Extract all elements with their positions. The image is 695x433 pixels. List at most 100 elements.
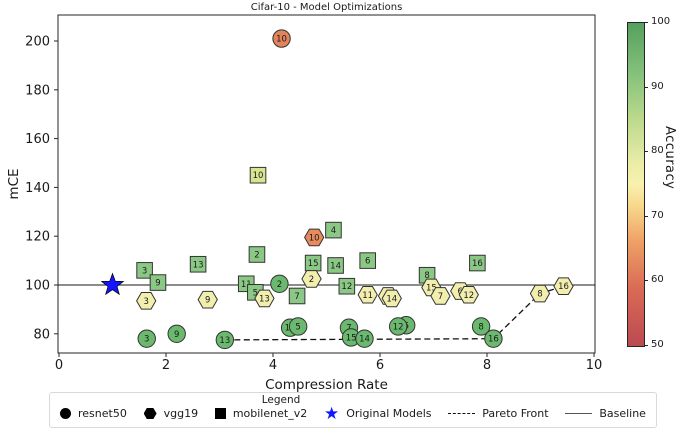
data-point-label: 2 [277,280,282,290]
data-point-hexagon-vgg19 [136,292,157,310]
data-point-label: 13 [219,336,230,346]
data-point-hexagon-vgg19 [301,270,322,288]
data-point-square-mobilenet_v2 [249,166,267,184]
x-tick-label: 4 [269,358,277,373]
legend-title: Legend [261,394,301,406]
legend-item-baseline: Baseline [565,407,646,420]
data-point-label: 7 [438,292,443,302]
hexagon-marker-icon [143,408,157,419]
x-axis-label: Compression Rate [265,377,388,393]
data-point-label: 3 [144,335,149,345]
original-model-star [100,272,125,296]
data-point-square-mobilenet_v2 [325,221,342,239]
y-tick-label: 160 [25,132,50,147]
data-point-label: 10 [276,35,287,45]
data-point-label: 3 [142,266,147,276]
data-point-label: 3 [143,297,148,307]
x-tick-label: 6 [376,358,384,373]
square-marker-icon [214,408,226,419]
data-point-square-mobilenet_v2 [327,257,344,274]
data-point-circle-resnet50 [288,317,308,336]
colorbar-tick-label: 80 [651,145,664,157]
legend-item-vgg19: vgg19 [143,407,199,420]
data-point-square-mobilenet_v2 [359,252,376,269]
x-tick-label: 2 [162,358,170,373]
data-point-label: 10 [253,171,264,181]
data-point-label: 16 [472,259,483,269]
x-tick-label: 0 [55,358,63,373]
legend-item-label: resnet50 [78,407,127,420]
data-point-label: 14 [359,335,370,345]
data-point-label: 11 [362,291,373,301]
data-point-label: 16 [488,335,499,345]
dashed-line-icon [448,413,476,414]
data-point-label: 4 [331,226,336,236]
data-point-label: 9 [205,296,210,306]
data-point-hexagon-vgg19 [357,285,378,304]
data-point-square-mobilenet_v2 [136,262,153,279]
data-point-circle-resnet50 [471,317,491,336]
data-point-square-mobilenet_v2 [189,255,207,273]
y-tick-label: 180 [25,83,50,98]
data-point-label: 9 [155,279,160,289]
colorbar-tick [644,22,648,23]
plot-border [57,14,596,354]
data-point-label: 12 [341,282,352,292]
data-point-label: 12 [463,291,474,301]
colorbar-tick [644,215,648,217]
chart-title: Cifar-10 - Model Optimizations [250,2,403,13]
legend-item-label: Baseline [599,407,646,420]
y-axis-label: mCE [6,168,22,200]
data-point-label: 10 [309,233,320,243]
data-point-circle-resnet50 [167,324,186,343]
legend-item-label: mobilenet_v2 [232,407,308,420]
data-point-label: 8 [537,290,542,300]
data-point-label: 15 [308,259,319,269]
data-point-label: 7 [294,292,299,302]
data-point-label: 5 [253,288,258,298]
data-point-hexagon-vgg19 [458,285,479,304]
colorbar-tick-label: 70 [651,209,664,221]
legend-item-label: Pareto Front [482,407,549,420]
colorbar-tick [644,345,648,346]
legend-item-pareto-front: Pareto Front [448,407,549,420]
data-point-hexagon-vgg19 [529,284,551,303]
data-point-label: 2 [309,275,314,285]
accuracy-colorbar [627,22,645,347]
colorbar-tick-label: 50 [651,339,664,350]
data-point-label: 13 [259,294,270,304]
data-point-label: 14 [386,294,397,304]
data-point-hexagon-vgg19 [430,287,451,305]
data-point-label: 8 [478,322,483,332]
data-point-hexagon-vgg19 [381,289,402,308]
data-point-circle-resnet50 [272,29,291,48]
legend-item-label: Original Models [346,407,432,420]
data-point-square-mobilenet_v2 [469,254,486,272]
data-point-label: 16 [558,282,569,292]
data-point-circle-resnet50 [388,317,408,336]
data-point-label: 14 [330,261,341,271]
y-tick-label: 80 [33,327,50,342]
data-point-label: 2 [254,251,259,261]
legend-item-resnet50: resnet50 [60,407,127,420]
solid-line-icon [565,413,593,414]
star-marker-icon: ★ [323,403,340,424]
data-point-hexagon-vgg19 [553,277,574,296]
legend: Legend resnet50 vgg19 mobilenet_v2 ★ Origina… [49,392,657,428]
data-point-circle-resnet50 [137,329,156,348]
y-tick-label: 120 [25,230,50,245]
data-point-label: 13 [193,260,204,270]
legend-item-label: vgg19 [163,407,199,420]
data-point-circle-resnet50 [270,274,289,293]
data-point-circle-resnet50 [484,329,503,348]
data-point-square-mobilenet_v2 [288,287,306,305]
data-point-label: 12 [393,322,404,332]
data-point-label: 5 [295,322,300,332]
data-point-square-mobilenet_v2 [149,274,167,291]
data-point-label: 15 [346,333,357,343]
data-point-label: 11 [241,280,252,290]
data-point-label: 9 [174,330,179,340]
colorbar-tick [644,280,648,282]
colorbar-tick [644,151,648,153]
